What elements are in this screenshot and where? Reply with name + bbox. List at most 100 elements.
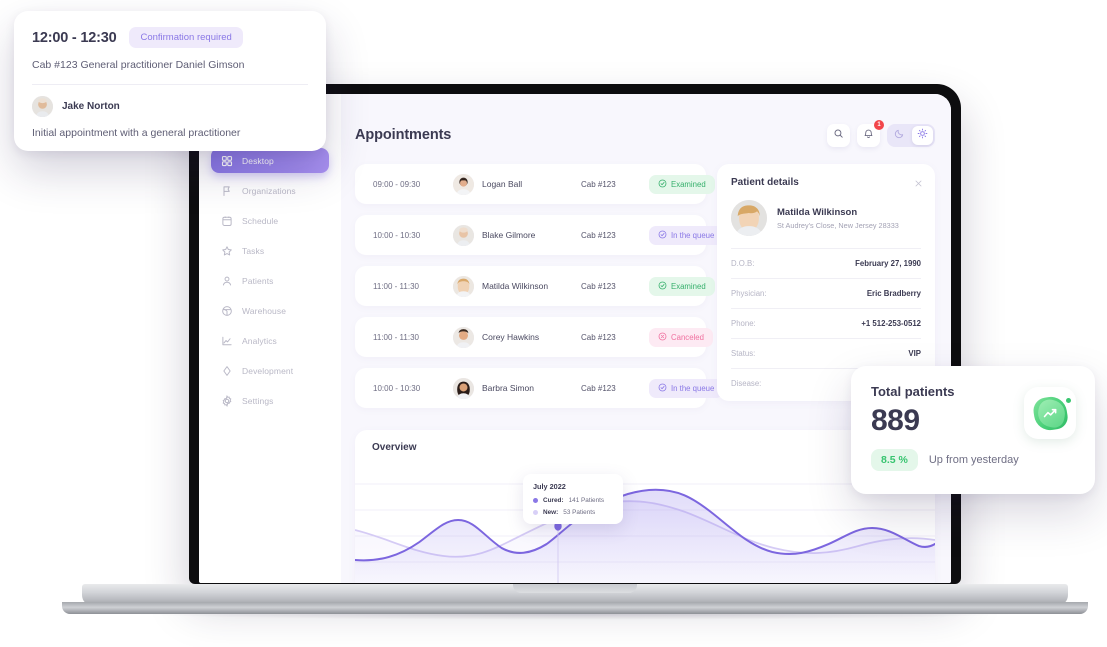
page-title: Appointments [355,127,452,143]
notifications-button[interactable]: 1 [857,119,884,147]
status-badge: Examined [649,276,715,296]
patient-name: Blake Gilmore [482,230,536,240]
sidebar-item-organizations[interactable]: Organizations [211,178,329,203]
detail-key: Status: [731,349,756,358]
sun-icon [917,126,928,144]
sidebar-item-schedule[interactable]: Schedule [211,208,329,233]
sidebar-item-label: Tasks [242,245,265,256]
overview-title: Overview [372,442,417,453]
table-row[interactable]: 11:00 - 11:30 Corey Hawkins Cab #123 [355,317,720,357]
theme-light-option[interactable] [912,125,933,145]
tooltip-dot-icon [533,510,538,515]
tooltip-value: 141 Patients [568,497,605,504]
search-button[interactable] [827,123,850,147]
status-wrap: In the queue [639,225,724,245]
check-circle-icon [658,230,667,241]
chart-line-icon [221,335,233,347]
patient-identity: Matilda Wilkinson St Audrey's Close, New… [731,200,921,248]
sidebar-item-label: Desktop [242,155,274,166]
overview-header: Overview Cured patients [355,442,935,453]
laptop-base-foot [62,602,1088,614]
sidebar-item-desktop[interactable]: Desktop [211,148,329,173]
avatar [453,224,474,246]
total-patients-footer: 8.5 % Up from yesterday [871,448,1075,471]
arrow-up-right-icon [1034,397,1067,430]
patient-name: Logan Ball [482,179,523,189]
sidebar-item-analytics[interactable]: Analytics [211,328,329,353]
status-label: Examined [671,179,706,189]
sidebar-item-label: Organizations [242,185,296,196]
appointment-time: 12:00 - 12:30 [32,29,117,46]
sidebar-item-warehouse[interactable]: Warehouse [211,298,329,323]
patient-name: Barbra Simon [482,383,534,393]
avatar [453,377,474,399]
chart-svg [355,483,935,583]
moon-icon [894,126,905,144]
chart-tooltip: July 2022 Cured: 141 Patients New: 53 Pa… [523,474,623,524]
close-icon[interactable] [914,175,923,187]
theme-dark-option[interactable] [889,126,910,145]
total-patients-card: Total patients 889 8.5 % Up from yesterd… [851,366,1095,494]
tooltip-title: July 2022 [533,482,566,491]
sidebar-item-label: Patients [242,275,274,286]
page-header: Appointments [355,119,935,150]
appointment-description: Initial appointment with a general pract… [32,127,241,139]
chart-line-cured [355,488,935,562]
detail-row-physician: Physician: Eric Bradberry [731,278,921,308]
total-patients-value: 889 [871,404,920,437]
patient-details-panel: Patient details Matilda Wilkins [717,164,935,419]
detail-value: +1 512-253-0512 [861,319,921,328]
appointment-patient: Matilda Wilkinson [453,275,581,297]
appointments-list: 09:00 - 09:30 Logan Ball Cab #123 [355,164,731,419]
appointment-patient: Blake Gilmore [453,224,581,246]
user-icon [221,275,233,287]
appointment-patient: Corey Hawkins [453,326,581,348]
diamond-icon [221,365,233,377]
popup-patient: Jake Norton [32,85,308,127]
patient-details-title: Patient details [731,177,799,188]
sidebar-item-label: Settings [242,395,274,406]
close-circle-icon [658,332,667,343]
detail-key: Disease: [731,379,762,388]
tooltip-row-cured: Cured: 141 Patients [533,497,614,504]
table-row[interactable]: 11:00 - 11:30 Matilda Wilkinson Cab #123 [355,266,722,306]
sidebar-item-label: Development [242,365,294,376]
detail-value: Eric Bradberry [866,289,921,298]
status-label: In the queue [671,230,715,240]
status-label: Examined [671,281,706,291]
patient-name: Corey Hawkins [482,332,540,342]
tooltip-row-new: New: 53 Patients [533,509,614,516]
laptop-screen: Desktop Organizations [199,94,951,583]
status-wrap: Canceled [639,327,713,347]
sidebar-item-label: Warehouse [242,305,287,316]
sidebar-item-patients[interactable]: Patients [211,268,329,293]
sidebar-item-development[interactable]: Development [211,358,329,383]
sidebar-item-label: Analytics [242,335,277,346]
table-row[interactable]: 09:00 - 09:30 Logan Ball Cab #123 [355,164,722,204]
table-row[interactable]: 10:00 - 10:30 Barbra Simon Cab #123 [355,368,731,408]
detail-row-dob: D.O.B: February 27, 1990 [731,248,921,278]
status-badge: In the queue [649,225,724,245]
appointment-cabinet: Cab #123 [581,383,616,393]
status-wrap: In the queue [639,378,724,398]
patient-address: St Audrey's Close, New Jersey 28333 [777,220,899,230]
status-wrap: Examined [639,174,715,194]
detail-value: February 27, 1990 [855,259,921,268]
status-badge: Examined [649,174,715,194]
detail-key: D.O.B: [731,259,755,268]
patient-name: Jake Norton [62,101,120,112]
sidebar-item-settings[interactable]: Settings [211,388,329,413]
detail-value: VIP [908,349,921,358]
tooltip-value: 53 Patients [563,509,596,516]
detail-row-phone: Phone: +1 512-253-0512 [731,308,921,338]
status-label: In the queue [671,383,715,393]
search-icon [833,126,844,144]
appointment-time: 11:00 - 11:30 [373,332,419,342]
theme-toggle[interactable] [887,123,935,147]
sidebar-item-tasks[interactable]: Tasks [211,238,329,263]
status-badge: Canceled [649,327,713,347]
chart-area-cured [355,489,935,583]
table-row[interactable]: 10:00 - 10:30 Blake Gilmore Cab #123 [355,215,731,255]
avatar [453,173,474,195]
